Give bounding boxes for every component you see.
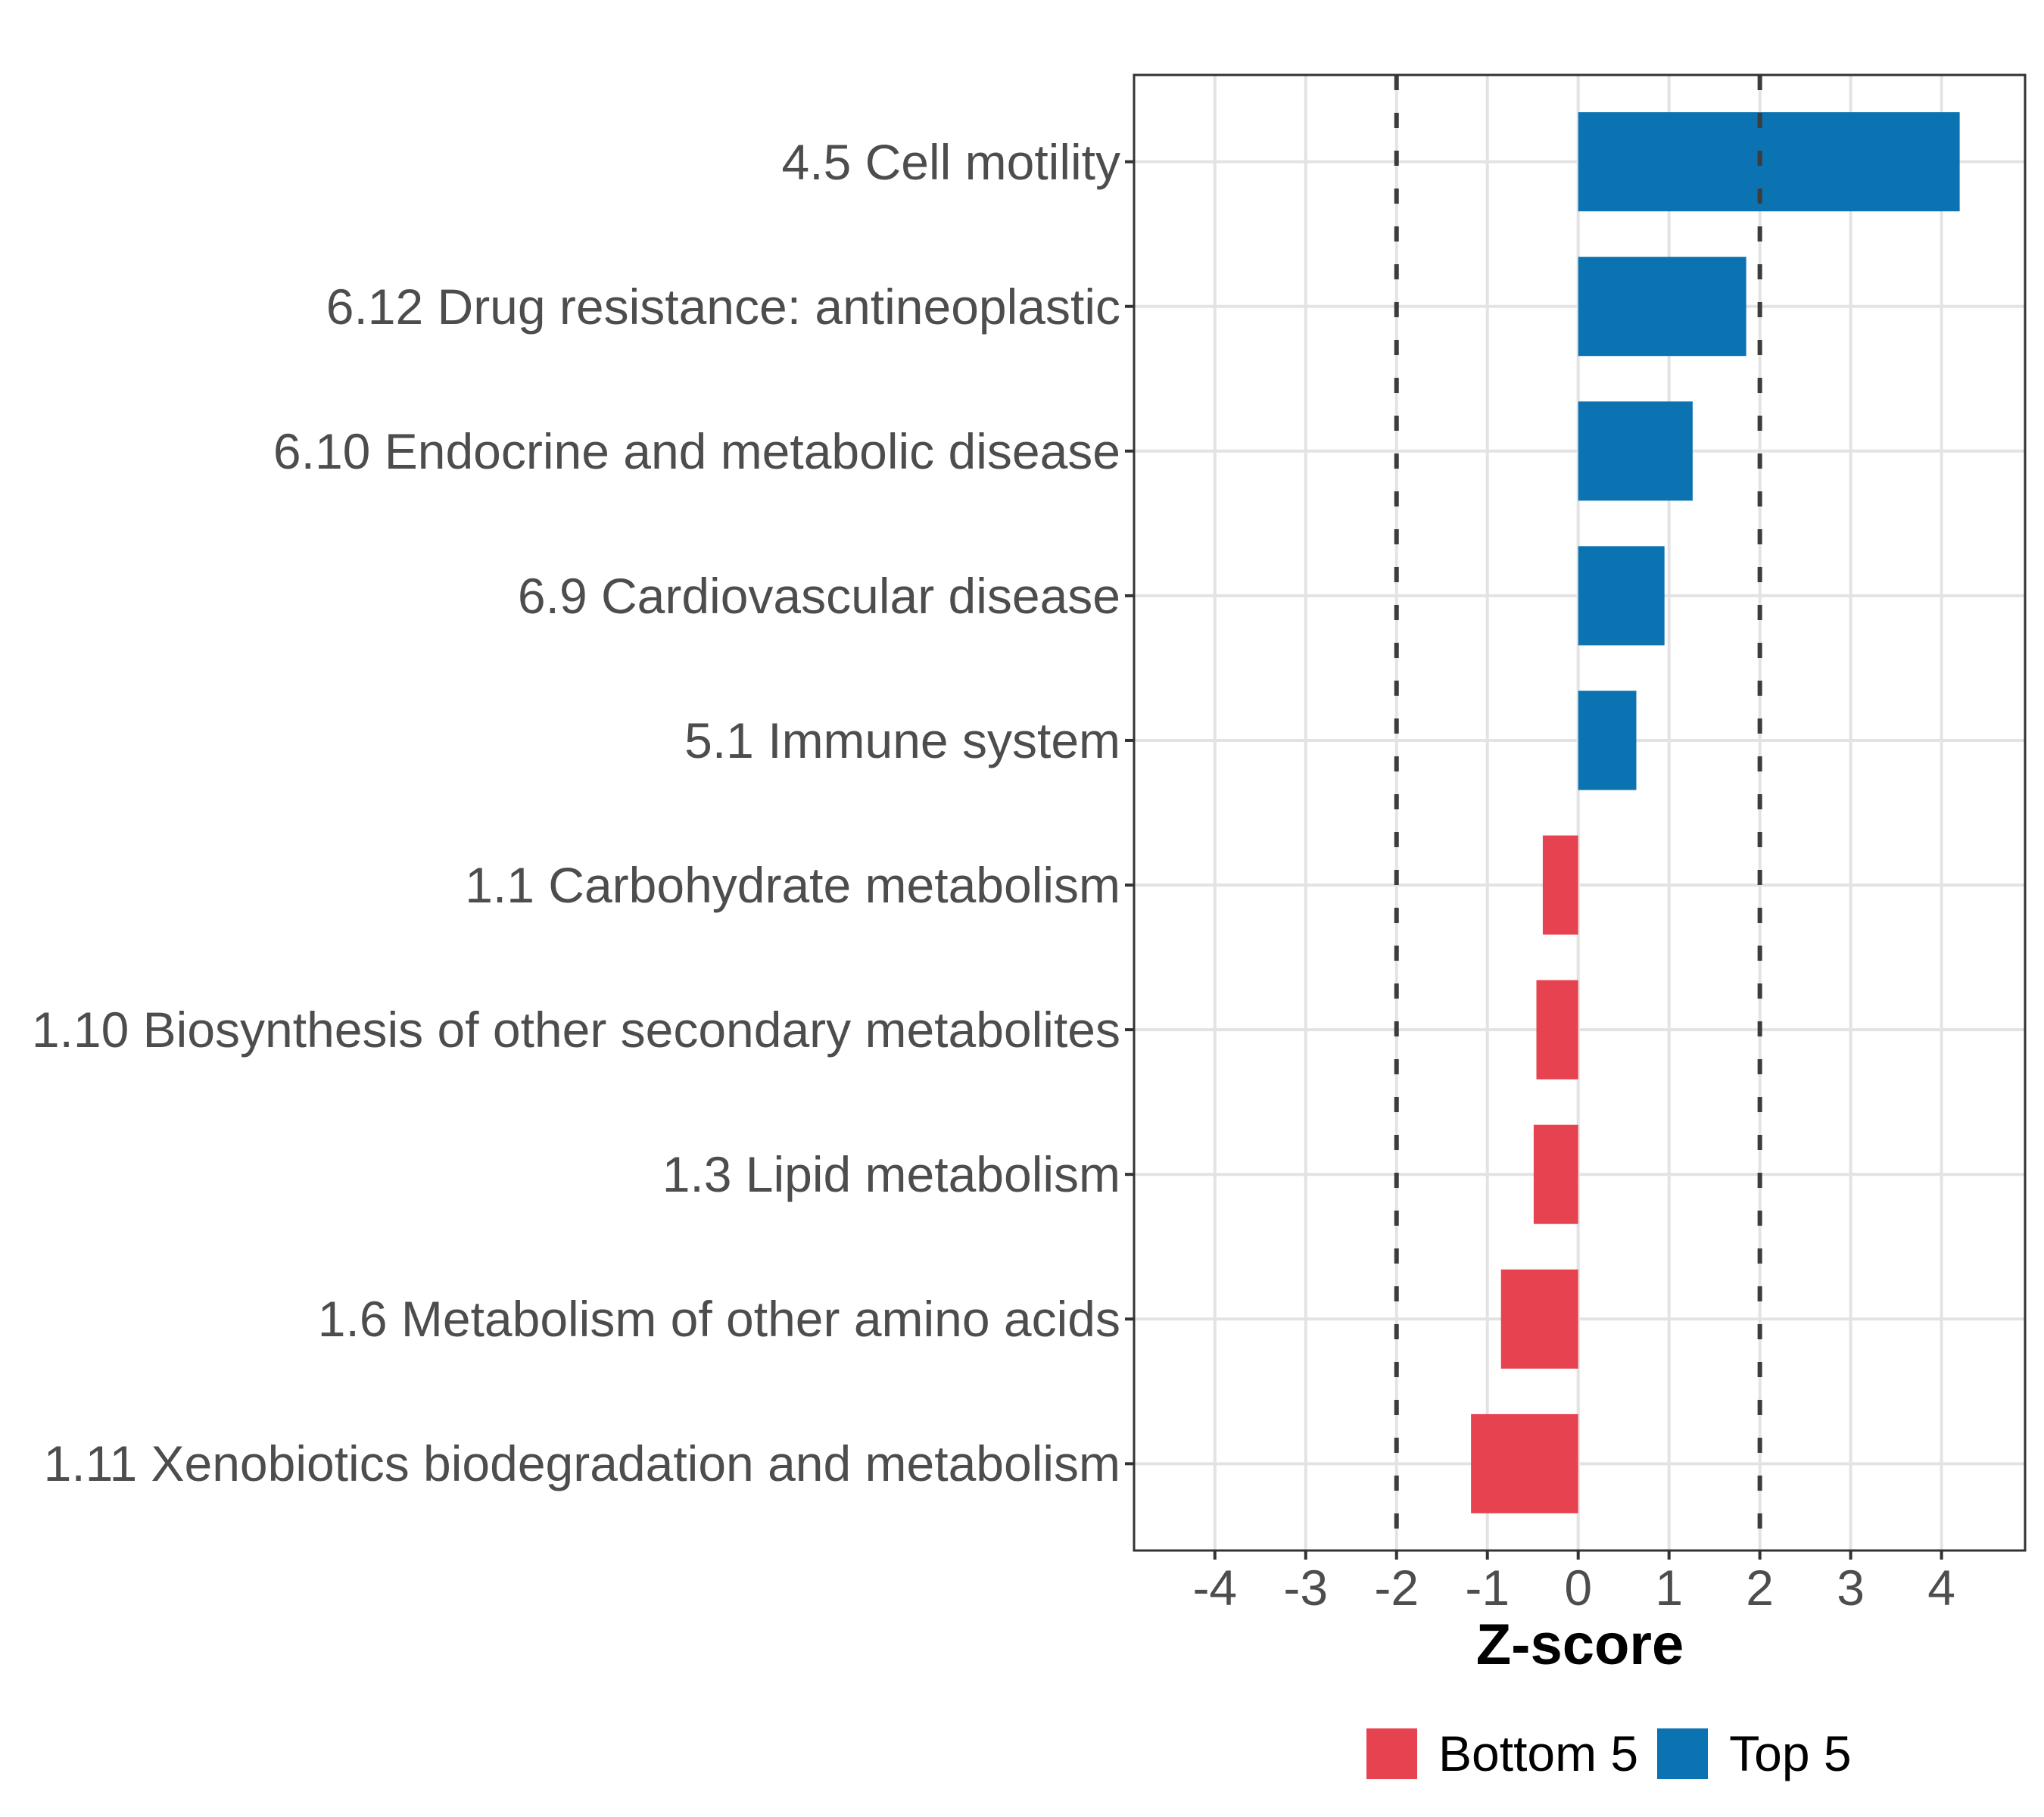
x-tick-label-3: 3 <box>1837 1560 1865 1616</box>
legend-swatch-bottom5 <box>1366 1728 1417 1779</box>
y-axis-label-8: 1.6 Metabolism of other amino acids <box>317 1291 1120 1348</box>
y-axis-label-7: 1.3 Lipid metabolism <box>662 1146 1120 1203</box>
x-tick-label--2: -2 <box>1374 1560 1419 1616</box>
x-tick-label--1: -1 <box>1465 1560 1510 1616</box>
y-axis-label-5: 1.1 Carbohydrate metabolism <box>465 857 1120 914</box>
bar-7 <box>1533 1124 1578 1224</box>
x-tick-label-1: 1 <box>1655 1560 1684 1616</box>
y-axis-label-4: 5.1 Immune system <box>684 712 1120 768</box>
x-tick-label-0: 0 <box>1564 1560 1593 1616</box>
x-tick-label--3: -3 <box>1283 1560 1329 1616</box>
y-axis-label-2: 6.10 Endocrine and metabolic disease <box>273 422 1120 479</box>
bar-2 <box>1578 401 1693 501</box>
bar-1 <box>1578 257 1746 357</box>
bar-9 <box>1471 1413 1578 1513</box>
y-axis-label-6: 1.10 Biosynthesis of other secondary met… <box>31 1002 1120 1058</box>
bar-6 <box>1536 980 1578 1080</box>
x-tick-label-2: 2 <box>1746 1560 1774 1616</box>
legend-label-bottom5: Bottom 5 <box>1438 1725 1639 1781</box>
x-tick-label-4: 4 <box>1927 1560 1955 1616</box>
bar-8 <box>1500 1269 1578 1369</box>
bar-5 <box>1542 835 1578 935</box>
bar-4 <box>1578 690 1637 790</box>
y-axis-label-9: 1.11 Xenobiotics biodegradation and meta… <box>43 1435 1120 1492</box>
x-axis-title: Z-score <box>1475 1613 1684 1677</box>
x-tick-label--4: -4 <box>1192 1560 1238 1616</box>
y-axis-label-3: 6.9 Cardiovascular disease <box>517 567 1120 624</box>
legend-label-top5: Top 5 <box>1729 1725 1852 1781</box>
y-axis-label-0: 4.5 Cell motility <box>781 133 1120 190</box>
legend-swatch-top5 <box>1657 1728 1709 1779</box>
legend-item-top5: Top 5 <box>1657 1725 1852 1781</box>
legend-item-bottom5: Bottom 5 <box>1366 1728 1638 1779</box>
y-axis-label-1: 6.12 Drug resistance: antineoplastic <box>326 278 1120 335</box>
bar-0 <box>1578 112 1960 212</box>
legend: Bottom 5 Top 5 <box>1366 1728 1852 1779</box>
bar-3 <box>1578 546 1665 646</box>
